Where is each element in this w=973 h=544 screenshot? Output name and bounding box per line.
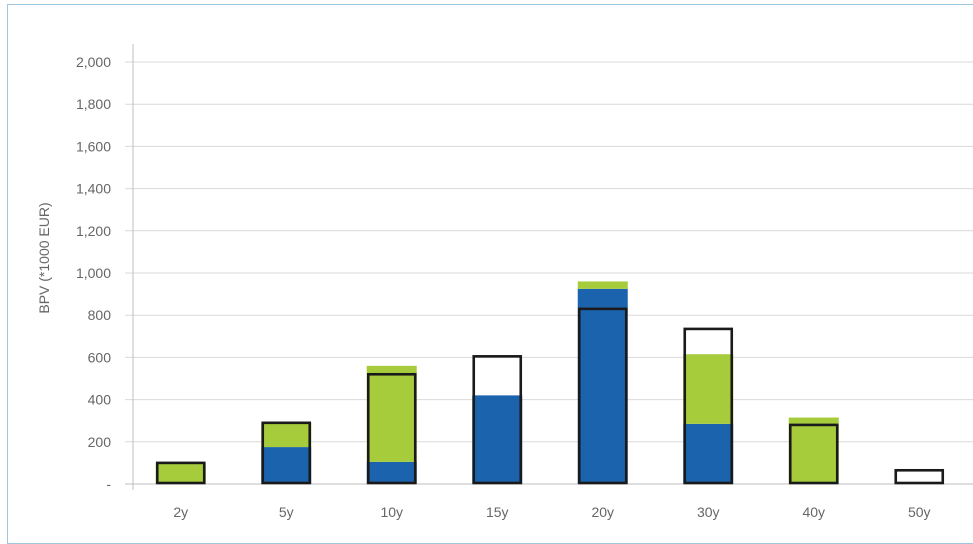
x-tick-label: 15y [486, 504, 509, 520]
x-tick-label: 2y [173, 504, 188, 520]
bar-segment-40y-s1 [788, 417, 839, 484]
bars [155, 281, 839, 484]
outline-bar-2y [155, 461, 206, 485]
x-tick-label: 50y [908, 504, 931, 520]
y-tick-label: 1,400 [76, 181, 111, 197]
y-tick-label: 400 [88, 392, 112, 408]
x-tick-label: 40y [802, 504, 825, 520]
bar-segment-5y-s1 [261, 422, 312, 448]
bar-segment-20y-s1 [577, 281, 628, 289]
bar-segment-10y-s0 [366, 461, 417, 484]
y-tick-labels: - 200 400 600 800 1,000 1,200 1,400 1,600 1,800 2,… [76, 54, 111, 492]
y-axis-label: BPV (*1000 EUR) [36, 202, 52, 313]
outline-bar-10y [366, 372, 417, 485]
y-tick-label: 1,000 [76, 265, 111, 281]
y-tick-label: 200 [88, 434, 112, 450]
x-tick-labels: 2y 5y 10y 15y 20y 30y 40y 50y [173, 504, 930, 520]
y-tick-label: - [106, 476, 111, 492]
outline-bar-20y [577, 307, 628, 485]
bar-segment-5y-s0 [261, 447, 312, 484]
outline-bar-40y [788, 423, 839, 485]
outline-bar-5y [261, 421, 312, 485]
bar-segment-30y-s1 [683, 354, 734, 424]
y-tick-label: 1,200 [76, 223, 111, 239]
y-tick-label: 1,600 [76, 138, 111, 154]
x-tick-label: 30y [697, 504, 720, 520]
bar-segment-2y-s1 [155, 462, 206, 484]
bar-segment-20y-s0 [577, 288, 628, 484]
outline-bars [155, 307, 945, 485]
bar-segment-10y-s1 [366, 365, 417, 462]
y-tick-label: 600 [88, 349, 112, 365]
outline-bar-15y [472, 355, 523, 485]
x-tick-label: 10y [380, 504, 403, 520]
outline-bar-50y [894, 468, 945, 485]
gridlines [125, 61, 973, 485]
x-tick-label: 5y [279, 504, 294, 520]
bar-segment-30y-s0 [683, 423, 734, 484]
y-tick-label: 2,000 [76, 54, 111, 70]
bar-segment-15y-s0 [472, 395, 523, 484]
outline-bar-30y [683, 327, 734, 485]
y-tick-label: 800 [88, 307, 112, 323]
x-tick-label: 20y [591, 504, 614, 520]
y-tick-label: 1,800 [76, 96, 111, 112]
